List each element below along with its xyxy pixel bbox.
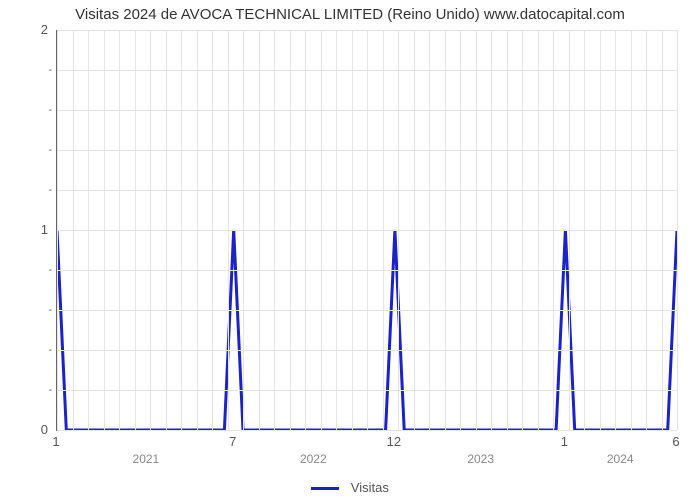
x-tick-label: 7: [229, 434, 236, 449]
legend-label: Visitas: [351, 480, 389, 495]
y-minor-tick: -: [44, 305, 52, 316]
y-tick-label: 2: [30, 22, 48, 37]
y-minor-tick: -: [44, 385, 52, 396]
plot-area: [56, 30, 677, 431]
chart-title: Visitas 2024 de AVOCA TECHNICAL LIMITED …: [0, 6, 700, 23]
x-tick-label: 6: [672, 434, 679, 449]
x-tick-label: 1: [561, 434, 568, 449]
y-tick-label: 0: [30, 422, 48, 437]
y-minor-tick: -: [44, 105, 52, 116]
legend-swatch: [311, 487, 339, 490]
chart-container: { "chart": { "type": "line", "title": "V…: [0, 0, 700, 500]
x-tick-label: 1: [52, 434, 59, 449]
legend: Visitas: [0, 480, 700, 495]
x-year-label: 2024: [607, 452, 634, 466]
x-year-label: 2021: [133, 452, 160, 466]
y-minor-tick: -: [44, 185, 52, 196]
x-tick-label: 12: [387, 434, 401, 449]
y-tick-label: 1: [30, 222, 48, 237]
y-minor-tick: -: [44, 145, 52, 156]
y-minor-tick: -: [44, 265, 52, 276]
y-minor-tick: -: [44, 345, 52, 356]
x-year-label: 2022: [300, 452, 327, 466]
y-minor-tick: -: [44, 65, 52, 76]
x-year-label: 2023: [467, 452, 494, 466]
